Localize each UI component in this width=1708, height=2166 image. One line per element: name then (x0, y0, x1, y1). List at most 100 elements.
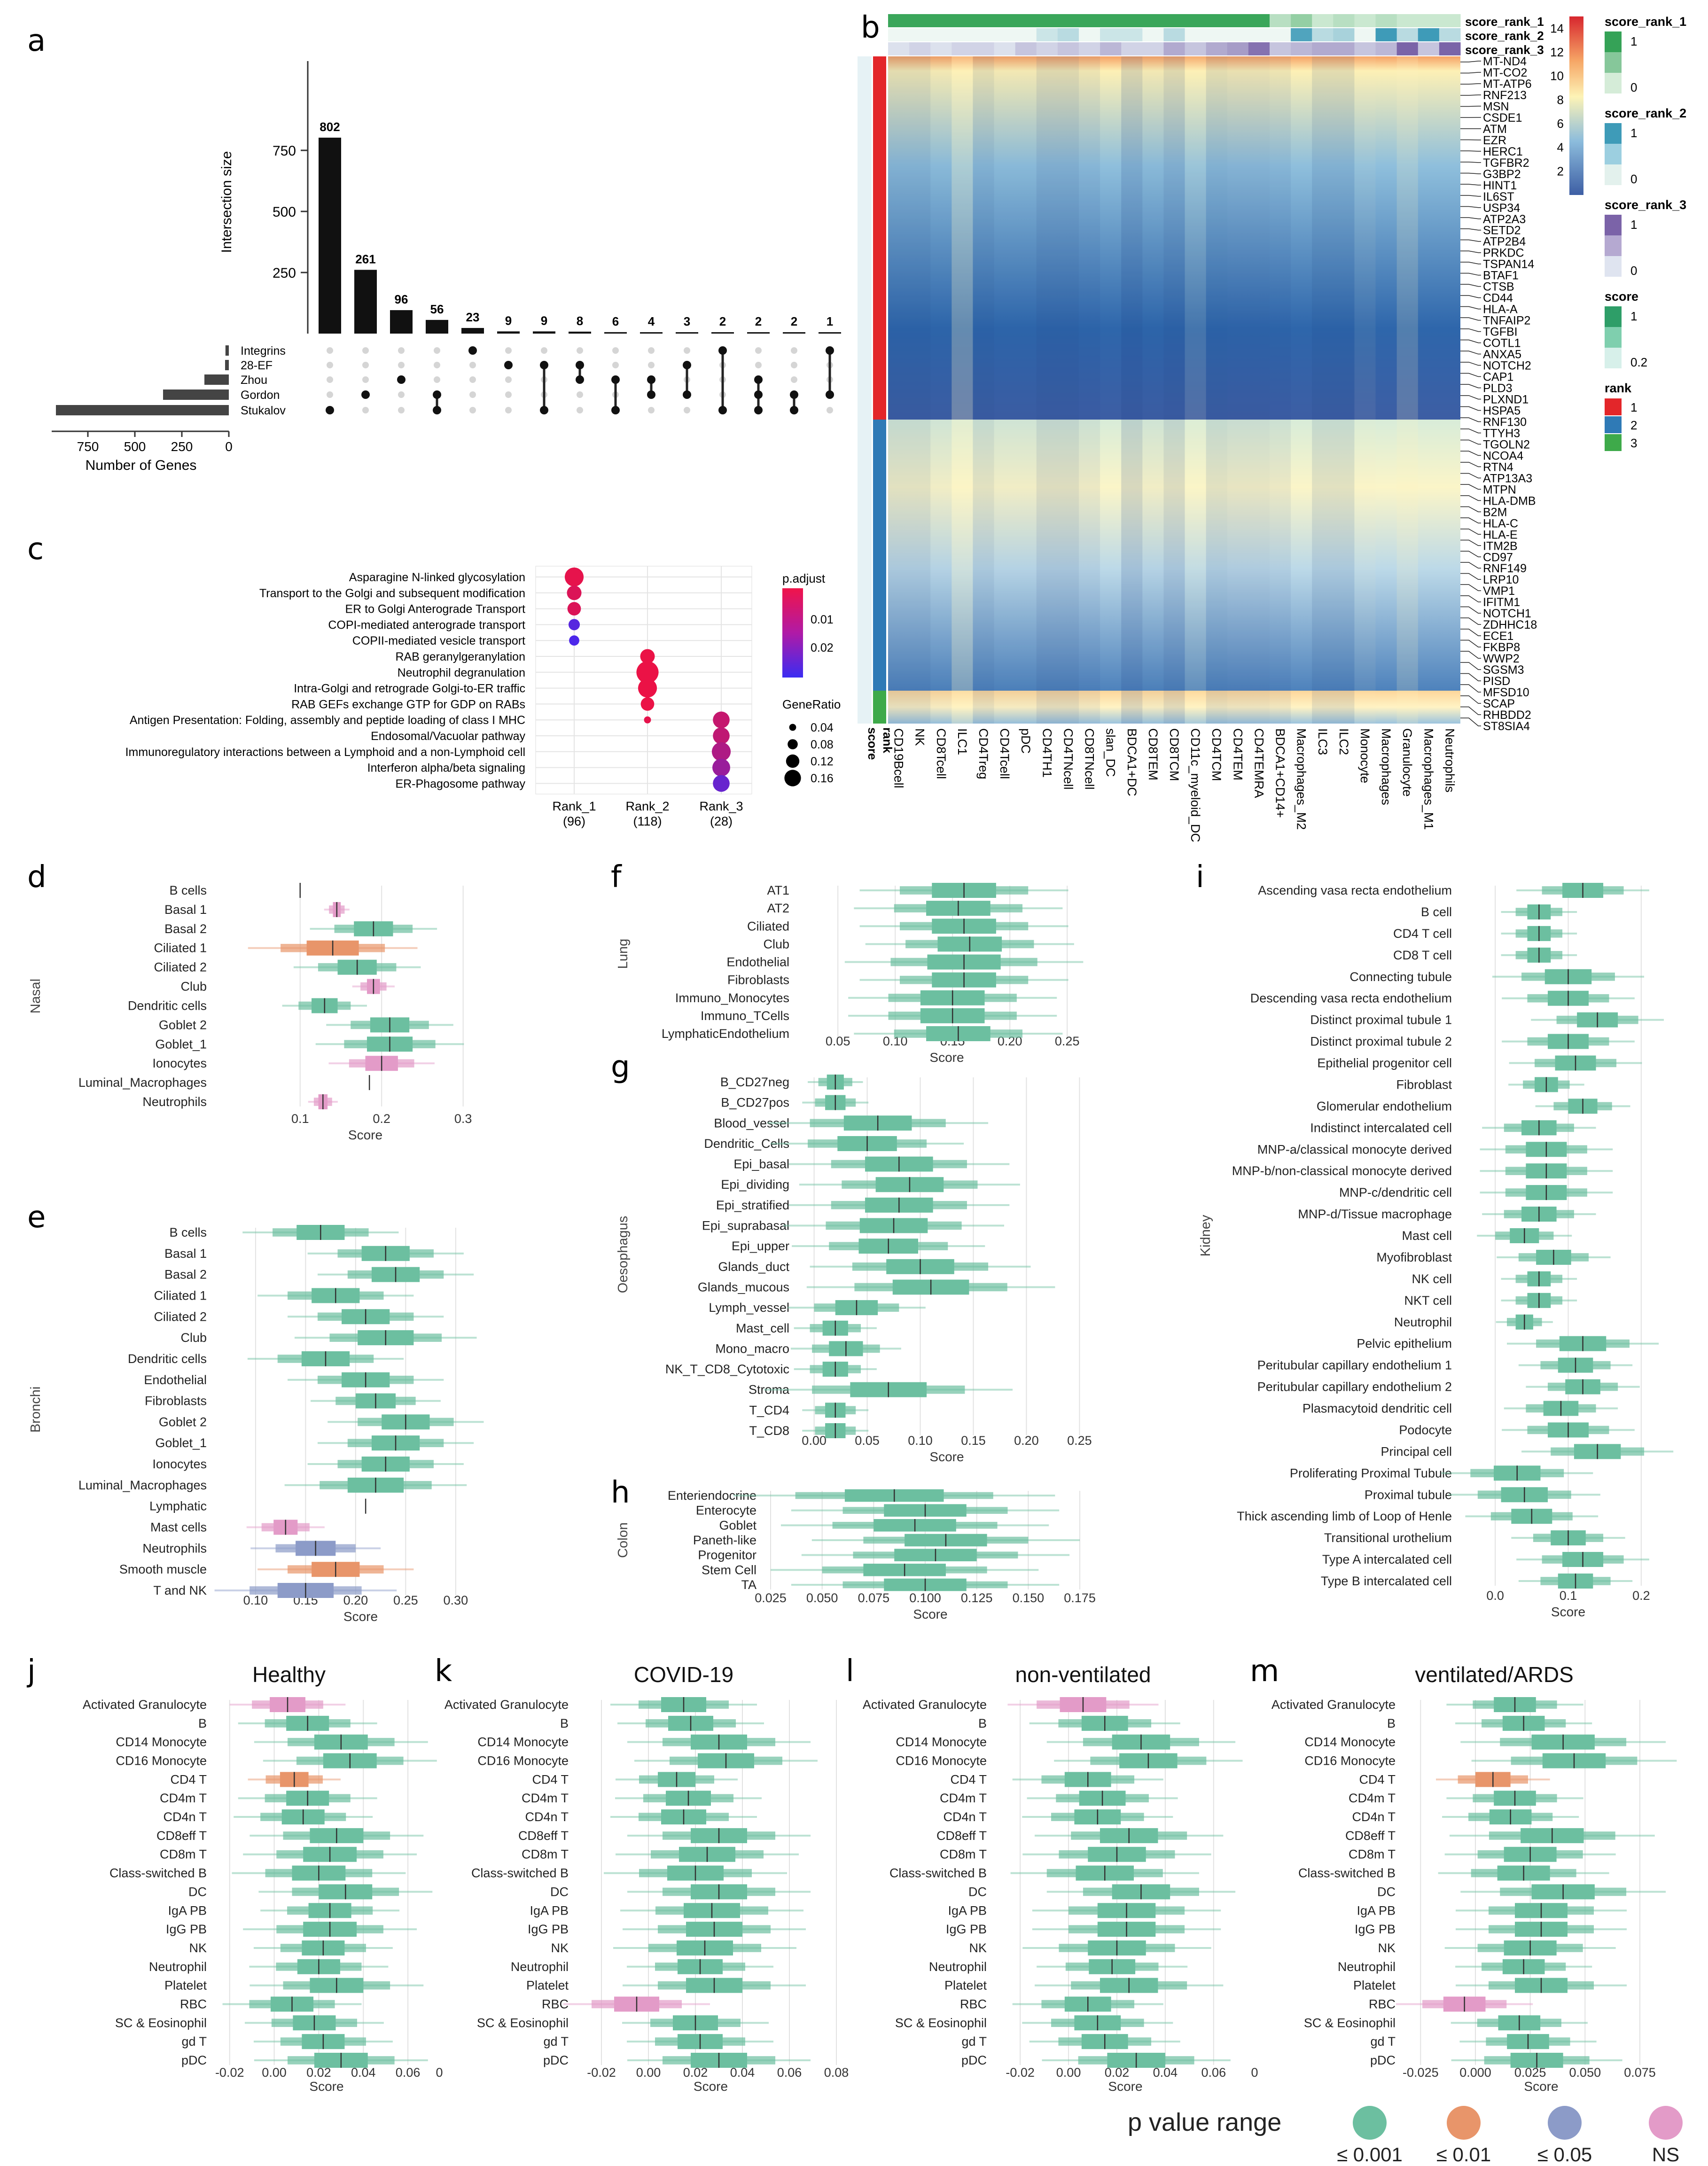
row-label: pDC (181, 2053, 207, 2067)
row-label: Progenitor (698, 1548, 757, 1562)
rank-bar-2 (873, 420, 886, 691)
row-label: Fibroblasts (727, 973, 789, 987)
legend-swatch (1605, 52, 1622, 73)
legend-swatch (1605, 144, 1622, 164)
column-label: ILC2 (1337, 728, 1351, 755)
annotation-cell-score-rank-2 (888, 28, 910, 41)
legend-value: 3 (1630, 436, 1637, 450)
intersection-bar (461, 328, 484, 334)
legend-swatch (1605, 327, 1622, 348)
matrix-dot (790, 406, 798, 414)
gene-label: B2M (1483, 506, 1507, 519)
row-label: CD16 Monocyte (477, 1754, 569, 1768)
row-label: Class-switched B (471, 1866, 569, 1880)
row-label: Ciliated 1 (154, 1288, 207, 1302)
matrix-dot-empty (398, 347, 405, 354)
row-label: MNP-c/dendritic cell (1339, 1185, 1452, 1200)
row-label: IgG PB (166, 1922, 207, 1936)
legend-label: NS (1652, 2143, 1679, 2166)
gene-leader-line (1460, 429, 1481, 434)
matrix-dot (790, 390, 798, 399)
matrix-dot-empty (434, 347, 440, 354)
gene-label: ATP2A3 (1483, 213, 1526, 226)
row-label: MNP-d/Tissue macrophage (1298, 1207, 1452, 1221)
matrix-dot-empty (362, 347, 369, 354)
gene-leader-line (1460, 451, 1481, 456)
enrichment-dot (564, 567, 584, 587)
panel-label-k: k (435, 1654, 452, 1689)
annotation-cell-score-rank-1 (1015, 14, 1037, 27)
row-label: SC & Eosinophil (895, 2016, 987, 2030)
ratio-tick-label: 0.08 (811, 738, 834, 751)
annotation-cell-score-rank-1 (1142, 14, 1164, 27)
annotation-cell-score-rank-3 (1100, 42, 1122, 55)
row-label: B_CD27pos (721, 1096, 789, 1110)
enrichment-dot (713, 727, 730, 744)
annotation-cell-score-rank-1 (1375, 14, 1397, 27)
gene-leader-line (1460, 617, 1481, 625)
annotation-cell-score-rank-1 (1036, 14, 1058, 27)
bar-value-label: 96 (395, 292, 408, 306)
legend-title: p value range (1128, 2108, 1281, 2136)
legend-title: score_rank_2 (1605, 106, 1686, 120)
x-tick-label: 0.2 (373, 1112, 390, 1126)
row-label: NK_T_CD8_Cytotoxic (665, 1362, 789, 1376)
padj-tick-label: 0.02 (811, 641, 834, 654)
intersection-bar (497, 331, 520, 334)
row-label: Indistinct intercalated cell (1310, 1121, 1452, 1135)
gene-label: MFSD10 (1483, 686, 1529, 699)
gene-leader-line (1460, 606, 1481, 614)
row-label: Platelet (164, 1979, 207, 1993)
x-tick-label: 0.00 (636, 2065, 661, 2080)
row-label: MNP-b/non-classical monocyte derived (1232, 1164, 1452, 1178)
row-label: Dendritic cells (128, 998, 207, 1013)
annotation-cell-score-rank-3 (1375, 42, 1397, 55)
matrix-dot (576, 375, 584, 384)
heatmap-column-shade (951, 56, 973, 724)
row-label: Platelet (1353, 1979, 1396, 1993)
violin-panel-f: 0.050.100.150.200.25ScoreLungAT1AT2Cilia… (616, 883, 1084, 1065)
row-label: Ascending vasa recta endothelium (1258, 883, 1452, 897)
heatmap-block-rank1 (888, 56, 1460, 420)
gene-label: NOTCH2 (1483, 359, 1531, 373)
row-label: Myofibroblast (1376, 1250, 1452, 1264)
legend-swatch (1605, 348, 1622, 368)
row-label: Plasmacytoid dendritic cell (1302, 1402, 1452, 1416)
heatmap-column-shade (973, 56, 994, 724)
intersection-bar (319, 137, 341, 334)
row-label: CD8m T (160, 1847, 207, 1862)
heatmap-column-shade (1036, 56, 1058, 724)
annotation-cell-score-rank-1 (1439, 14, 1461, 27)
pathway-label: COPII-mediated vesicle transport (352, 634, 525, 647)
annotation-cell-score-rank-3 (1248, 42, 1270, 55)
row-label: B cell (1421, 905, 1452, 919)
set-size-bar (225, 360, 229, 370)
row-label: Goblet 2 (159, 1415, 207, 1429)
pathway-label: RAB GEFs exchange GTP for GDP on RABs (291, 698, 525, 711)
score-bar (858, 56, 872, 724)
x-tick-label: 0.175 (1064, 1591, 1096, 1605)
panel-title: ventilated/ARDS (1415, 1662, 1574, 1687)
panel-label-h: h (611, 1475, 630, 1510)
column-label: CD4Treg (976, 728, 990, 779)
row-label: CD8 T cell (1393, 948, 1452, 962)
rank-label: Rank_2 (625, 799, 669, 813)
annotation-cell-score-rank-1 (1248, 14, 1270, 27)
gene-leader-line (1460, 673, 1481, 681)
gene-label: MTPN (1483, 483, 1516, 496)
colorbar-tick-label: 2 (1557, 164, 1564, 178)
heatmap-block-rank2 (888, 420, 1460, 691)
row-label: CD8eff T (518, 1829, 569, 1843)
annotation-cell-score-rank-2 (1354, 28, 1376, 41)
matrix-dot (647, 390, 655, 399)
gene-leader-line (1460, 462, 1481, 467)
pathway-label: Immunoregulatory interactions between a … (125, 746, 525, 759)
row-label: Club (180, 1331, 207, 1345)
row-label: Transitional urothelium (1324, 1531, 1452, 1545)
annotation-cell-score-rank-2 (1142, 28, 1164, 41)
row-label: CD14 Monocyte (477, 1735, 569, 1749)
legend-swatch (1447, 2106, 1481, 2140)
gene-label: HINT1 (1483, 179, 1517, 192)
